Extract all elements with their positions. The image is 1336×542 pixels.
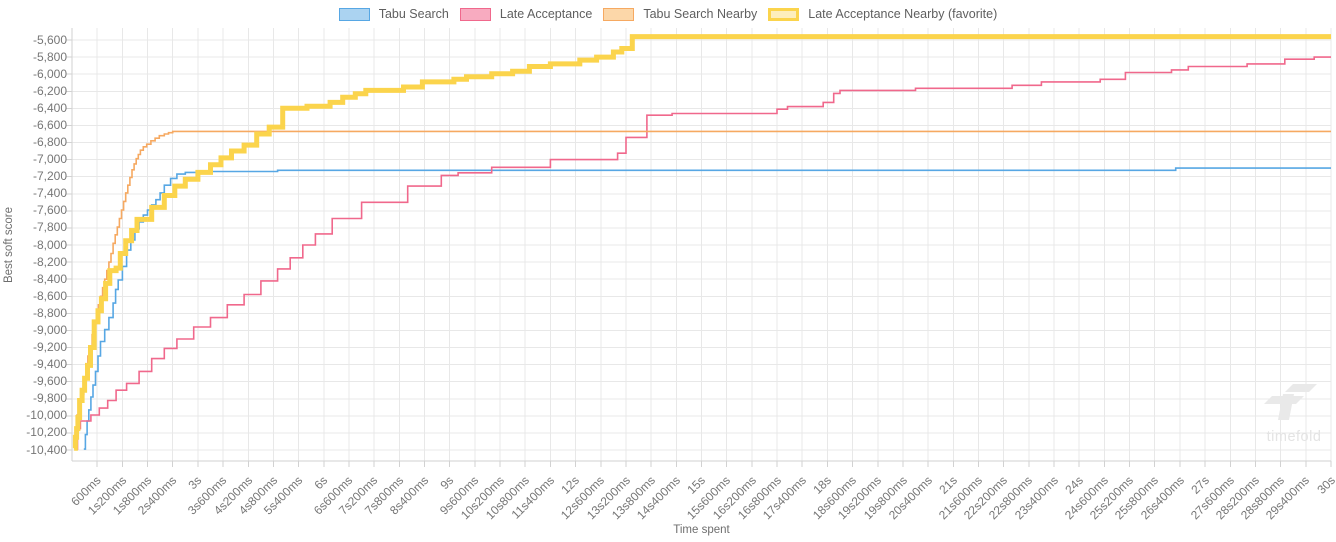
legend-swatch [768, 7, 800, 21]
y-tick-label: -7,600 [32, 203, 67, 218]
chart-legend: Tabu Search Late Acceptance Tabu Search Ne… [0, 7, 1336, 21]
y-tick-label: -6,400 [32, 100, 67, 115]
legend-label: Tabu Search Nearby [643, 7, 758, 21]
y-tick-label: -10,400 [26, 442, 67, 457]
y-tick-label: -9,800 [32, 391, 67, 406]
legend-item-late-acceptance-nearby-favorite-[interactable]: Late Acceptance Nearby (favorite) [768, 7, 997, 21]
y-tick-label: -5,800 [32, 49, 67, 64]
y-tick-label: -8,400 [32, 271, 67, 286]
series-line-late-acceptance-nearby-favorite- [72, 34, 1331, 451]
legend-label: Late Acceptance Nearby (favorite) [808, 7, 998, 21]
y-tick-label: -7,400 [32, 186, 67, 201]
series-line-tabu-search [83, 167, 1331, 450]
y-tick-label: -8,800 [32, 305, 67, 320]
timefold-watermark: timefold [1258, 382, 1330, 445]
legend-swatch [459, 7, 491, 21]
timefold-logo-icon [1264, 384, 1317, 420]
watermark-text: timefold [1266, 429, 1322, 445]
y-tick-label: -5,600 [32, 32, 67, 47]
y-tick-label: -7,000 [32, 152, 67, 167]
y-tick-label: -9,000 [32, 322, 67, 337]
y-tick-label: -8,200 [32, 254, 67, 269]
y-tick-label: -10,200 [26, 425, 67, 440]
legend-item-late-acceptance[interactable]: Late Acceptance [459, 7, 593, 21]
legend-label: Late Acceptance [499, 7, 593, 21]
y-tick-label: -6,000 [32, 66, 67, 81]
y-tick-label: -9,200 [32, 340, 67, 354]
y-tick-label: -9,600 [32, 374, 67, 389]
y-tick-label: -10,000 [26, 408, 67, 423]
y-tick-label: -6,200 [32, 83, 67, 98]
y-tick-label: -8,000 [32, 237, 67, 252]
series-line-late-acceptance [76, 56, 1331, 450]
legend-item-tabu-search-nearby[interactable]: Tabu Search Nearby [603, 7, 757, 21]
y-tick-label: -6,600 [32, 117, 67, 132]
y-tick-label: -9,400 [32, 357, 67, 372]
legend-item-tabu-search[interactable]: Tabu Search [338, 7, 449, 21]
y-tick-label: -8,600 [32, 288, 67, 303]
legend-swatch [603, 7, 635, 21]
legend-label: Tabu Search [378, 7, 449, 21]
legend-swatch [338, 7, 370, 21]
series-line-tabu-search-nearby [74, 130, 1331, 450]
y-tick-label: -7,200 [32, 169, 67, 184]
x-axis-title: Time spent [673, 524, 730, 536]
y-axis-title: Best soft score [3, 206, 15, 284]
y-tick-label: -7,800 [32, 220, 67, 235]
y-tick-label: -6,800 [32, 135, 67, 149]
